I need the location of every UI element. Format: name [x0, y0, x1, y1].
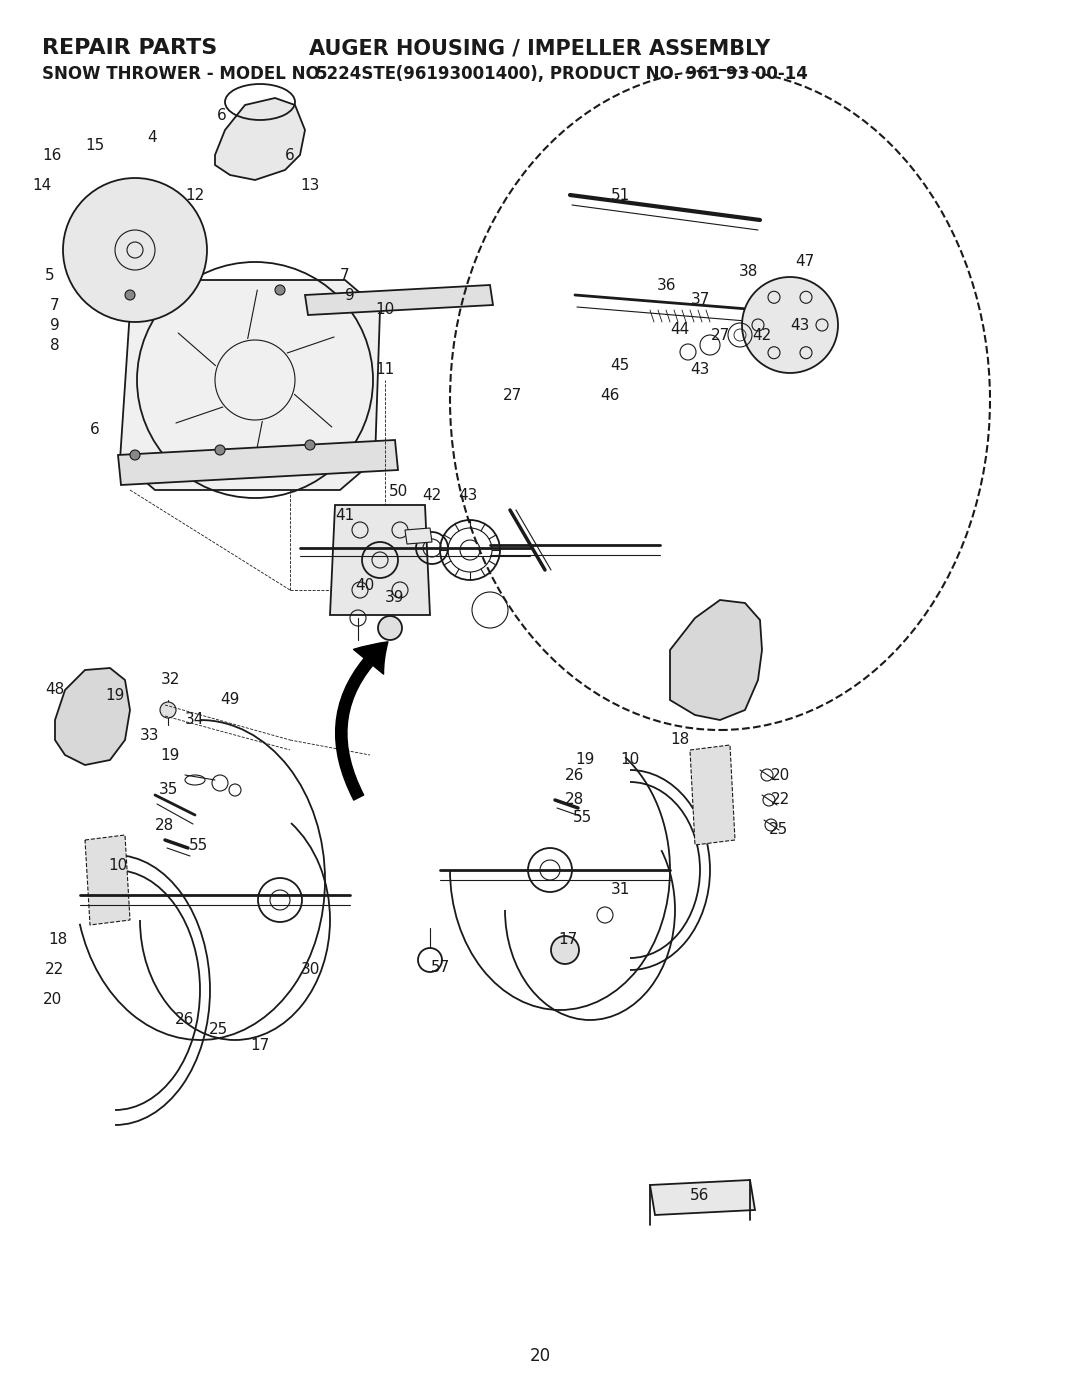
Text: 43: 43	[458, 488, 477, 503]
Text: 25: 25	[208, 1023, 228, 1038]
Text: 38: 38	[739, 264, 758, 279]
Text: 17: 17	[558, 933, 578, 947]
Text: 36: 36	[658, 278, 677, 292]
Text: 41: 41	[336, 507, 354, 522]
Text: 16: 16	[42, 148, 62, 162]
Polygon shape	[405, 528, 432, 543]
Text: 7: 7	[50, 298, 59, 313]
Text: AUGER HOUSING / IMPELLER ASSEMBLY: AUGER HOUSING / IMPELLER ASSEMBLY	[309, 38, 771, 59]
Text: 5: 5	[45, 267, 55, 282]
Polygon shape	[120, 279, 380, 490]
Ellipse shape	[742, 277, 838, 373]
Text: 45: 45	[610, 358, 630, 373]
Text: 37: 37	[690, 292, 710, 307]
Ellipse shape	[63, 177, 207, 321]
Text: REPAIR PARTS: REPAIR PARTS	[42, 38, 217, 59]
Text: 49: 49	[220, 693, 240, 707]
Polygon shape	[215, 98, 305, 180]
Text: 14: 14	[32, 177, 52, 193]
Polygon shape	[305, 285, 492, 314]
Text: (96193001400), PRODUCT NO. 961 93 00-14: (96193001400), PRODUCT NO. 961 93 00-14	[390, 66, 808, 82]
Text: 19: 19	[576, 753, 595, 767]
Text: 18: 18	[671, 732, 690, 747]
Text: 39: 39	[386, 591, 405, 605]
Ellipse shape	[130, 450, 140, 460]
FancyArrowPatch shape	[336, 641, 388, 800]
Text: 42: 42	[753, 327, 771, 342]
Text: 15: 15	[85, 137, 105, 152]
Text: 57: 57	[430, 961, 449, 975]
Ellipse shape	[275, 285, 285, 295]
Text: 10: 10	[376, 303, 394, 317]
Text: 5224STE: 5224STE	[316, 66, 397, 82]
Text: 30: 30	[300, 963, 320, 978]
Text: 27: 27	[711, 327, 730, 342]
Text: 17: 17	[251, 1038, 270, 1052]
Text: 50: 50	[389, 485, 407, 500]
Text: 20: 20	[42, 992, 62, 1007]
Text: 11: 11	[376, 362, 394, 377]
Polygon shape	[55, 668, 130, 766]
Text: 7: 7	[340, 267, 350, 282]
Text: 32: 32	[160, 672, 179, 687]
Text: 20: 20	[770, 767, 789, 782]
Text: 6: 6	[90, 422, 99, 437]
Text: 43: 43	[791, 317, 810, 332]
Ellipse shape	[215, 446, 225, 455]
Text: 34: 34	[186, 712, 205, 728]
Ellipse shape	[305, 440, 315, 450]
Text: 28: 28	[565, 792, 584, 807]
Text: 19: 19	[106, 687, 124, 703]
Text: 55: 55	[188, 837, 207, 852]
Text: 31: 31	[610, 883, 630, 897]
Text: SNOW THROWER - MODEL NO.: SNOW THROWER - MODEL NO.	[42, 66, 332, 82]
Text: 9: 9	[346, 288, 355, 303]
Text: 40: 40	[355, 577, 375, 592]
Text: 26: 26	[565, 767, 584, 782]
Text: 13: 13	[300, 179, 320, 194]
Text: 25: 25	[768, 823, 787, 837]
Text: 35: 35	[159, 782, 178, 798]
Polygon shape	[670, 599, 762, 719]
Text: 12: 12	[186, 189, 204, 204]
Text: 8: 8	[50, 338, 59, 352]
Text: 10: 10	[108, 858, 127, 873]
Text: 44: 44	[671, 323, 690, 338]
Text: 55: 55	[572, 810, 592, 826]
Text: 20: 20	[529, 1347, 551, 1365]
Text: 26: 26	[175, 1013, 194, 1028]
Text: 22: 22	[45, 963, 65, 978]
Ellipse shape	[125, 291, 135, 300]
Text: 51: 51	[610, 187, 630, 203]
Ellipse shape	[378, 616, 402, 640]
Text: 6: 6	[217, 108, 227, 123]
Text: 28: 28	[156, 817, 175, 833]
Text: 4: 4	[147, 130, 157, 145]
Text: 18: 18	[49, 933, 68, 947]
Polygon shape	[118, 440, 399, 485]
Text: 48: 48	[45, 683, 65, 697]
Text: 9: 9	[50, 317, 59, 332]
Polygon shape	[650, 1180, 755, 1215]
Text: 42: 42	[422, 488, 442, 503]
Text: 43: 43	[690, 362, 710, 377]
Ellipse shape	[551, 936, 579, 964]
Text: 56: 56	[690, 1187, 710, 1203]
Text: 10: 10	[620, 753, 639, 767]
Polygon shape	[330, 504, 430, 615]
Text: 33: 33	[140, 728, 160, 742]
Ellipse shape	[160, 703, 176, 718]
Text: 22: 22	[770, 792, 789, 807]
Polygon shape	[85, 835, 130, 925]
Text: 47: 47	[795, 254, 814, 270]
Text: 19: 19	[160, 747, 179, 763]
Text: 46: 46	[600, 387, 620, 402]
Text: 6: 6	[285, 148, 295, 162]
Polygon shape	[690, 745, 735, 845]
Text: 27: 27	[502, 387, 522, 402]
